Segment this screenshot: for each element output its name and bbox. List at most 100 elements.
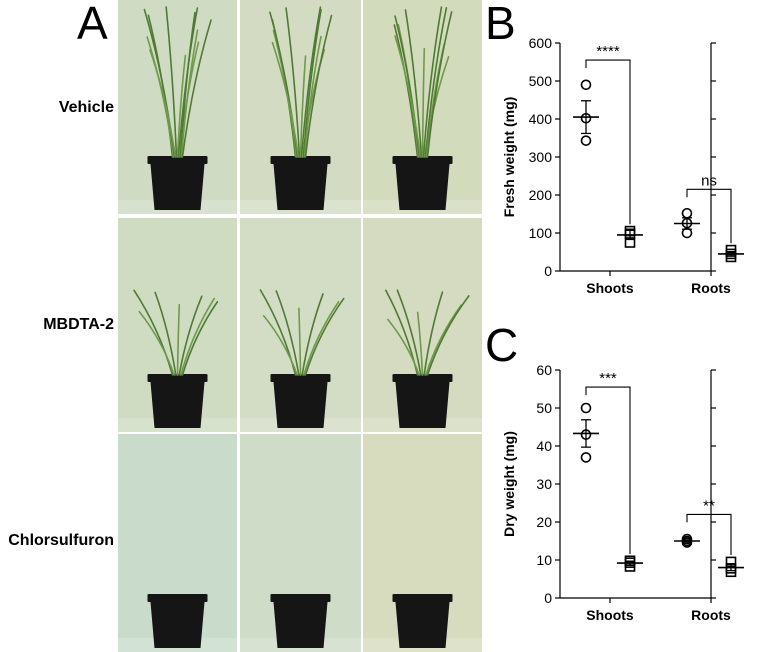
plant-photo: [363, 218, 482, 432]
leaf-blade: [404, 9, 423, 158]
pot-icon: [273, 164, 328, 210]
leaf-blade: [387, 318, 420, 376]
leaf-blade: [426, 295, 470, 376]
leaf-blade: [304, 14, 333, 158]
leaf-blade: [302, 8, 322, 158]
leaf-blade: [300, 6, 322, 158]
pot-icon: [273, 382, 328, 428]
leaf-blade: [422, 6, 443, 158]
leaf-blade: [301, 293, 324, 376]
leaf-blade: [303, 35, 322, 158]
fresh-weight-chart: 0 100 200 300 400 500 600 Fresh weight (mg) Shoo…: [501, 35, 744, 296]
y-tick-label: 100: [529, 225, 553, 241]
leaf-blade: [426, 11, 453, 158]
leaf-blade: [303, 300, 340, 376]
data-point-square: [725, 251, 737, 263]
plant-illustration: [118, 289, 237, 432]
data-point-circle: [681, 217, 693, 229]
x-tick-label: Roots: [691, 607, 731, 623]
plant-illustration: [118, 594, 237, 652]
leaf-blade: [165, 6, 178, 158]
leaf-blade: [275, 290, 300, 376]
pot-icon: [150, 382, 205, 428]
plant-illustration: [240, 594, 361, 652]
y-tick-label: 400: [529, 111, 553, 127]
x-tick-label: Shoots: [586, 280, 634, 296]
pot-rim: [147, 156, 208, 164]
leaf-blade: [181, 19, 212, 158]
pot-rim: [147, 594, 208, 602]
panel-b-letter: B: [485, 0, 516, 49]
leaf-blade: [176, 54, 187, 158]
significance-label: ***: [599, 370, 617, 387]
y-axis-label: Fresh weight (mg): [501, 97, 517, 218]
plant-illustration: [240, 289, 361, 432]
pot-icon: [273, 602, 328, 648]
significance-label: **: [703, 497, 715, 514]
pot-rim: [392, 594, 453, 602]
data-point-circle: [580, 112, 592, 124]
leaf-blade: [285, 7, 301, 158]
plant-photo: [240, 0, 361, 214]
x-tick-label: Shoots: [586, 607, 634, 623]
leaf-blade: [181, 300, 219, 376]
y-tick-label: 0: [544, 263, 552, 279]
y-tick-label: 40: [536, 438, 552, 454]
dry-weight-chart: 0 10 20 30 40 50 60 Dry weight (mg) Shoots Roots *…: [501, 362, 744, 623]
plant-illustration: [363, 594, 482, 652]
plant-illustration: [118, 6, 237, 214]
panel-a-letter: A: [77, 0, 108, 49]
pot-icon: [395, 602, 450, 648]
y-tick-label: 50: [536, 400, 552, 416]
leaf-blade: [416, 311, 424, 376]
data-point-square: [624, 237, 636, 248]
pot-icon: [150, 164, 205, 210]
plant-photo: [118, 218, 237, 432]
y-tick-label: 60: [536, 362, 552, 378]
plant-photo: [240, 218, 361, 432]
pot-icon: [395, 382, 450, 428]
panel-c-letter: C: [485, 319, 519, 371]
leaf-blade: [423, 291, 444, 376]
leaf-blade: [304, 297, 345, 376]
leaf-blade: [176, 303, 181, 376]
y-tick-label: 0: [544, 590, 552, 606]
data-point-circle: [580, 452, 592, 463]
plant-photo: [240, 434, 361, 652]
plant-photo: [363, 0, 482, 214]
x-tick-label: Roots: [691, 280, 731, 296]
data-point-square: [624, 561, 636, 572]
significance-bracket: [686, 188, 732, 244]
y-tick-label: 300: [529, 149, 553, 165]
significance-bracket: [585, 59, 631, 225]
leaf-blade: [149, 49, 177, 158]
pot-rim: [392, 156, 453, 164]
leaf-blade: [424, 7, 448, 158]
leaf-blade: [180, 297, 216, 376]
data-point-circle: [580, 402, 592, 414]
row-label-vehicle: Vehicle: [58, 99, 114, 116]
data-point-square: [725, 566, 737, 578]
leaf-blade: [298, 307, 302, 376]
leaf-blade: [271, 41, 300, 158]
data-point-circle: [580, 135, 592, 146]
leaf-blade: [299, 55, 307, 158]
plant-photo: [118, 0, 237, 214]
leaf-blade: [421, 47, 426, 158]
pot-icon: [150, 602, 205, 648]
data-point-circle: [580, 429, 592, 440]
significance-bracket: [585, 386, 631, 554]
significance-label: ns: [701, 172, 717, 189]
leaf-blade: [262, 314, 298, 376]
leaf-blade: [178, 295, 203, 376]
leaf-blade: [180, 29, 199, 158]
y-tick-label: 10: [536, 552, 552, 568]
leaf-blade: [179, 11, 196, 158]
leaf-blade: [133, 289, 174, 376]
y-tick-label: 20: [536, 514, 552, 530]
pot-rim: [270, 594, 331, 602]
plant-photo-grid: [118, 0, 482, 652]
leaf-blade: [154, 291, 177, 376]
data-point-circle: [681, 537, 693, 548]
row-label-chlorsulfuron: Chlorsulfuron: [8, 532, 114, 549]
